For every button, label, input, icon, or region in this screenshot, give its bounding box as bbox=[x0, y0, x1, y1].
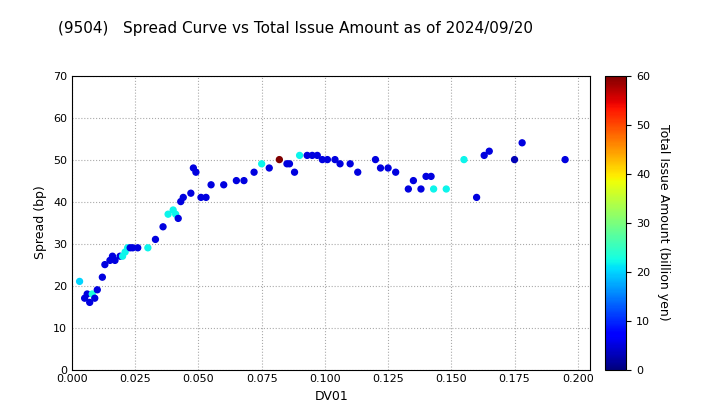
Point bbox=[428, 186, 439, 192]
X-axis label: DV01: DV01 bbox=[315, 390, 348, 403]
Point bbox=[559, 156, 571, 163]
Point bbox=[274, 156, 285, 163]
Text: (9504)   Spread Curve vs Total Issue Amount as of 2024/09/20: (9504) Spread Curve vs Total Issue Amoun… bbox=[58, 21, 533, 36]
Point bbox=[132, 244, 143, 251]
Point bbox=[374, 165, 386, 171]
Point bbox=[127, 244, 138, 251]
Point bbox=[185, 190, 197, 197]
Point bbox=[142, 244, 153, 251]
Point bbox=[99, 261, 111, 268]
Point bbox=[426, 173, 437, 180]
Point bbox=[352, 169, 364, 176]
Point bbox=[190, 169, 202, 176]
Point bbox=[188, 165, 199, 171]
Point bbox=[284, 160, 295, 167]
Point bbox=[109, 257, 121, 264]
Point bbox=[91, 286, 103, 293]
Point bbox=[322, 156, 333, 163]
Point bbox=[107, 253, 118, 260]
Point bbox=[478, 152, 490, 159]
Point bbox=[509, 156, 521, 163]
Point bbox=[167, 207, 179, 213]
Point bbox=[205, 181, 217, 188]
Point bbox=[162, 211, 174, 218]
Point bbox=[307, 152, 318, 159]
Point bbox=[329, 156, 341, 163]
Point bbox=[170, 211, 181, 218]
Point bbox=[178, 194, 189, 201]
Point bbox=[84, 299, 96, 306]
Point bbox=[317, 156, 328, 163]
Point bbox=[289, 169, 300, 176]
Point bbox=[79, 295, 91, 302]
Point bbox=[390, 169, 402, 176]
Point bbox=[117, 253, 128, 260]
Point bbox=[218, 181, 230, 188]
Point bbox=[256, 160, 267, 167]
Point bbox=[120, 249, 131, 255]
Point bbox=[157, 223, 168, 230]
Point bbox=[238, 177, 250, 184]
Point bbox=[441, 186, 452, 192]
Point bbox=[150, 236, 161, 243]
Point bbox=[294, 152, 305, 159]
Point bbox=[402, 186, 414, 192]
Point bbox=[122, 244, 133, 251]
Point bbox=[344, 160, 356, 167]
Point bbox=[96, 274, 108, 281]
Point bbox=[334, 160, 346, 167]
Point bbox=[516, 139, 528, 146]
Point bbox=[114, 253, 126, 260]
Point bbox=[484, 148, 495, 155]
Point bbox=[248, 169, 260, 176]
Point bbox=[302, 152, 313, 159]
Point bbox=[382, 165, 394, 171]
Point bbox=[408, 177, 419, 184]
Point bbox=[420, 173, 432, 180]
Point bbox=[195, 194, 207, 201]
Point bbox=[264, 165, 275, 171]
Point bbox=[200, 194, 212, 201]
Point bbox=[175, 198, 186, 205]
Point bbox=[173, 215, 184, 222]
Point bbox=[125, 244, 136, 251]
Point bbox=[89, 295, 101, 302]
Point bbox=[74, 278, 86, 285]
Point bbox=[81, 291, 93, 297]
Point bbox=[415, 186, 427, 192]
Y-axis label: Spread (bp): Spread (bp) bbox=[35, 186, 48, 260]
Point bbox=[282, 160, 293, 167]
Point bbox=[230, 177, 242, 184]
Point bbox=[471, 194, 482, 201]
Point bbox=[86, 291, 98, 297]
Point bbox=[104, 257, 116, 264]
Y-axis label: Total Issue Amount (billion yen): Total Issue Amount (billion yen) bbox=[657, 124, 670, 321]
Point bbox=[369, 156, 381, 163]
Point bbox=[458, 156, 469, 163]
Point bbox=[312, 152, 323, 159]
